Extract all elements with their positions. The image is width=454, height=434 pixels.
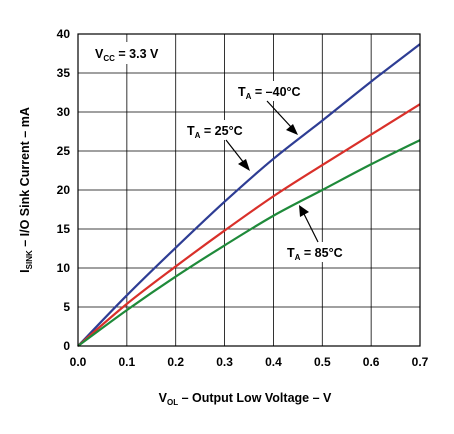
y-tick-label: 5 — [63, 300, 70, 314]
label-box-85 — [282, 242, 357, 262]
y-tick-label: 35 — [57, 66, 71, 80]
annotation-arrows — [225, 100, 319, 243]
series-lines — [77, 43, 421, 347]
y-tick-label: 30 — [57, 105, 71, 119]
plot-frame — [77, 33, 421, 347]
arrow-85-head — [299, 205, 309, 217]
y-tick-label: 0 — [63, 339, 70, 353]
x-axis-ticks: 0.0 0.1 0.2 0.3 0.4 0.5 0.6 0.7 — [70, 355, 429, 369]
series-line-0 — [77, 43, 421, 347]
x-tick-label: 0.3 — [216, 355, 233, 369]
x-tick-label: 0.0 — [70, 355, 87, 369]
y-tick-label: 40 — [57, 27, 71, 41]
x-tick-label: 0.5 — [314, 355, 331, 369]
x-tick-label: 0.4 — [265, 355, 282, 369]
y-axis-title: ISINK – I/O Sink Current – mA — [18, 107, 34, 273]
y-axis-ticks: 0 5 10 15 20 25 30 35 40 — [57, 27, 71, 353]
x-tick-label: 0.1 — [119, 355, 136, 369]
y-tick-label: 25 — [57, 144, 71, 158]
series-label-minus40: TA = –40°C — [238, 85, 301, 101]
series-line-1 — [77, 103, 421, 347]
arrow-minus40-head — [286, 124, 298, 135]
y-tick-label: 10 — [57, 261, 71, 275]
arrow-25-head — [238, 159, 250, 171]
label-box-minus40 — [233, 81, 315, 101]
x-axis-title: VOL – Output Low Voltage – V — [159, 391, 332, 407]
series-line-2 — [77, 139, 421, 347]
arrow-minus40-line — [266, 100, 293, 129]
label-box-25 — [183, 120, 255, 140]
x-tick-label: 0.7 — [412, 355, 429, 369]
y-tick-label: 15 — [57, 222, 71, 236]
series-label-25: TA = 25°C — [187, 124, 243, 140]
arrow-25-line — [225, 139, 245, 164]
x-tick-label: 0.6 — [363, 355, 380, 369]
grid — [77, 33, 421, 347]
condition-box — [85, 42, 175, 64]
condition-label: VCC = 3.3 V — [95, 47, 159, 63]
series-label-85: TA = 85°C — [287, 246, 343, 262]
x-tick-label: 0.2 — [167, 355, 184, 369]
arrow-85-line — [303, 213, 319, 243]
y-tick-label: 20 — [57, 183, 71, 197]
